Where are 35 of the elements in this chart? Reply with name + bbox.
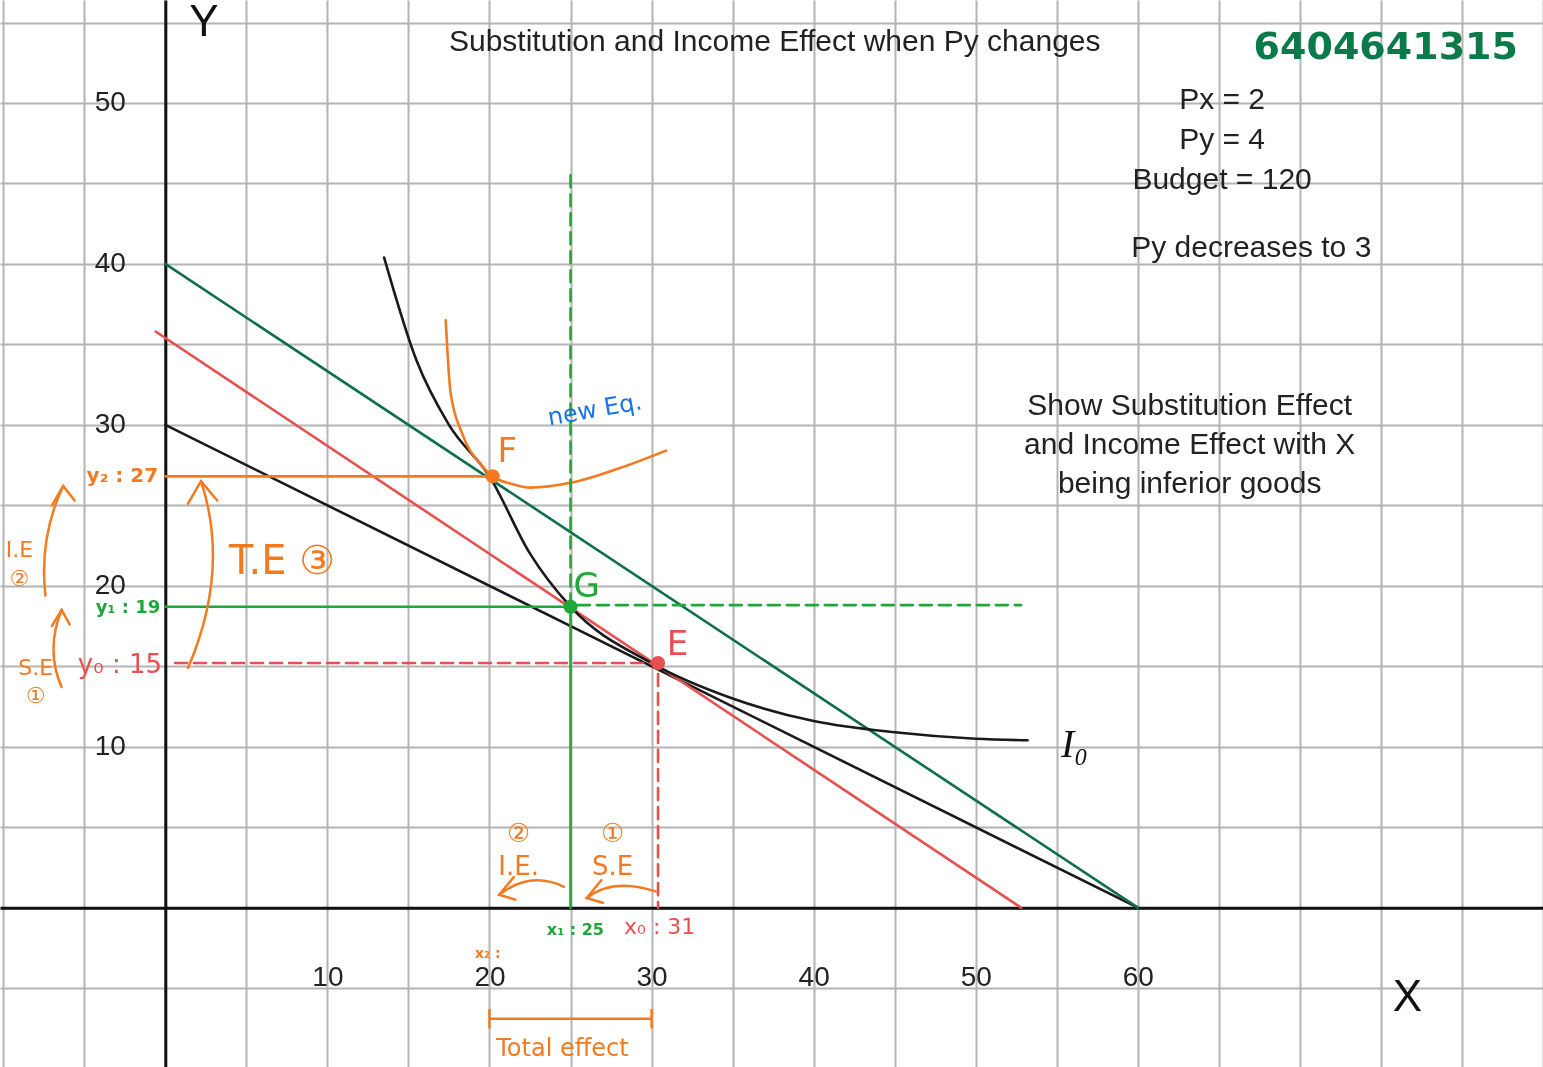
annotation: Py = 4 — [1179, 122, 1266, 156]
x-tick-label: 10 — [312, 961, 344, 993]
annotation: Px = 2 — [1179, 81, 1266, 115]
x-tick-label: 50 — [960, 961, 992, 993]
annotation: T.E ③ — [227, 536, 336, 583]
annotation: S.E ① — [18, 654, 54, 709]
y-tick-label: 30 — [94, 408, 126, 440]
x-tick-label: 40 — [798, 961, 830, 993]
annotation: ① S.E — [592, 817, 634, 882]
annotation: G — [573, 565, 600, 606]
annotation: 6404641315 — [1253, 24, 1518, 69]
annotation: E — [666, 623, 689, 664]
annotation: x₂ : — [475, 945, 501, 962]
annotation: F — [497, 430, 518, 471]
annotation: Show Substitution Effect and Income Effect with X being inferior goods — [1024, 387, 1356, 499]
annotation: I.E ② — [5, 537, 34, 591]
x-axis-title: X — [1392, 971, 1423, 1021]
annotation: y₀ : 15 — [77, 648, 163, 679]
y-tick-label: 40 — [94, 247, 126, 279]
x-tick-label: 60 — [1122, 961, 1154, 993]
annotation: Total effect — [495, 1034, 629, 1063]
annotation: Py decreases to 3 — [1131, 229, 1372, 263]
y-axis-title: Y — [189, 0, 219, 45]
annotation: Budget = 120 — [1132, 162, 1312, 196]
y-tick-label: 10 — [94, 730, 126, 762]
annotation: I₀ — [1059, 721, 1089, 767]
y-tick-label: 50 — [94, 86, 126, 118]
x-tick-label: 30 — [636, 961, 668, 993]
annotation: y₂ : 27 — [86, 463, 159, 488]
x-tick-label: 20 — [474, 961, 506, 993]
annotation: x₁ : 25 — [546, 920, 604, 940]
annotation: new Eq. — [545, 387, 644, 432]
text: Substitution and Income Effect when Py changes — [448, 23, 1101, 57]
annotation: x₀ : 31 — [624, 913, 696, 939]
annotation: ② I.E. — [498, 817, 539, 882]
